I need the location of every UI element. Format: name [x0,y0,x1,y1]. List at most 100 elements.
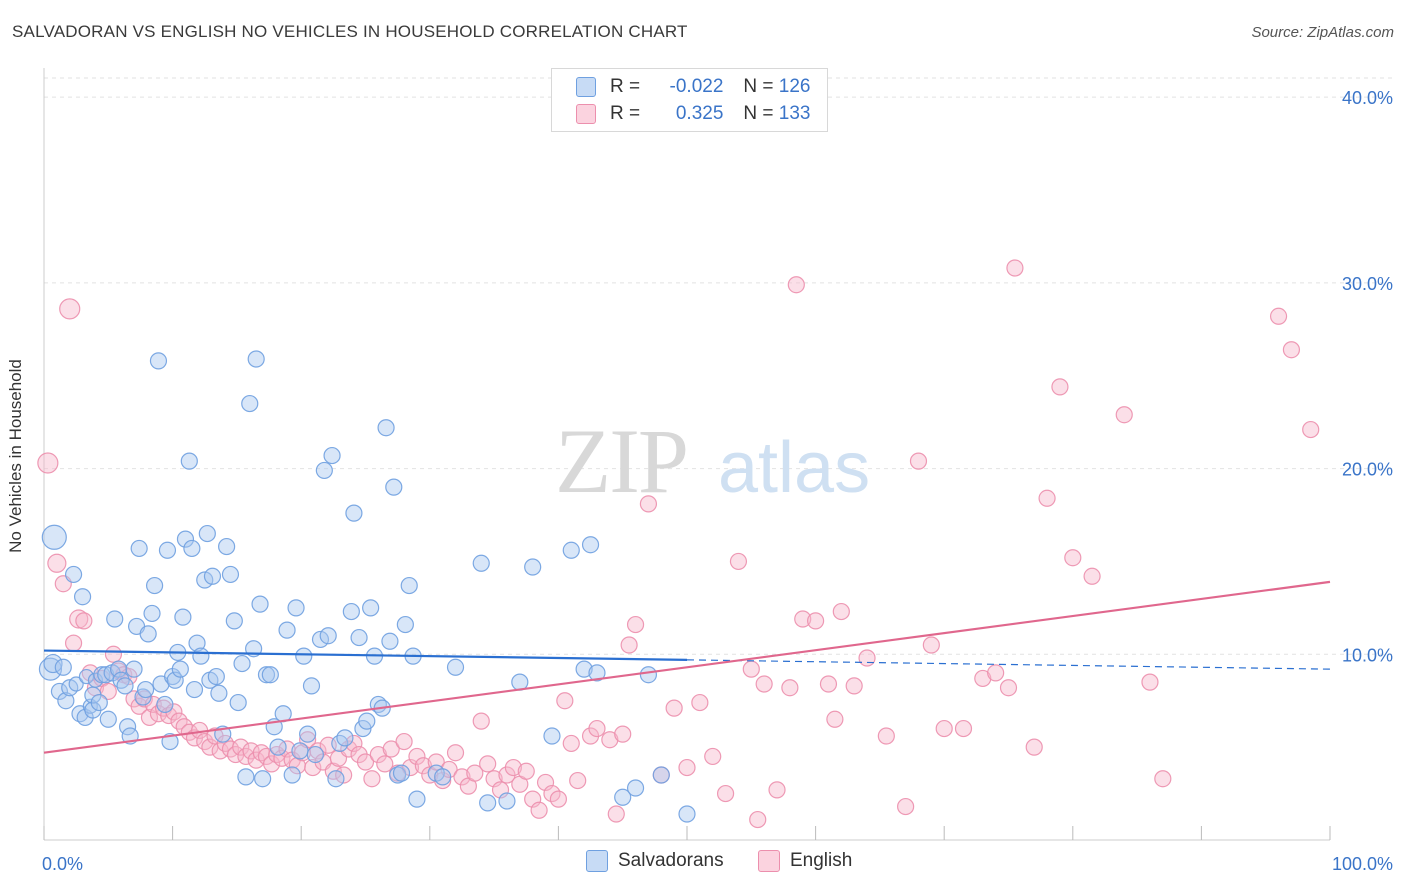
data-point-salvadorans [278,621,296,639]
legend-swatch-salvadorans [576,77,596,97]
data-point-salvadorans [99,710,117,728]
data-point-salvadorans [392,764,411,782]
data-point-english [37,452,59,474]
data-point-salvadorans [241,394,259,413]
data-point-english [59,298,81,320]
data-point-salvadorans [139,625,157,643]
data-point-salvadorans [261,666,279,684]
chart-title: SALVADORAN VS ENGLISH NO VEHICLES IN HOU… [12,22,688,41]
data-point-salvadorans [145,576,164,595]
data-point-salvadorans [385,478,403,496]
data-point-english [729,552,748,571]
data-point-salvadorans [207,667,225,686]
y-axis-label: No Vehicles in Household [6,359,25,553]
data-point-english [678,758,696,777]
r-label: R = [610,103,641,124]
data-point-english [787,276,805,294]
data-point-english [104,645,123,663]
data-point-english [304,758,322,777]
trend-extension-salvadorans [686,659,1331,670]
legend-swatch-english [758,850,780,872]
data-point-salvadorans [614,788,632,806]
data-point-salvadorans [408,790,426,808]
legend-item-salvadorans: Salvadorans [586,850,724,872]
data-point-salvadorans [446,658,465,676]
data-point-english [414,757,432,775]
data-point-salvadorans [327,770,345,788]
data-point-english [620,636,638,654]
data-point-english [453,768,471,786]
data-point-english [1302,420,1320,439]
legend-label-english: English [790,850,853,871]
data-point-salvadorans [254,770,272,788]
trend-line-english [43,580,1331,754]
data-point-english [826,710,844,728]
data-point-english [1064,549,1082,567]
data-point-salvadorans [581,536,600,554]
data-point-salvadorans [283,766,301,784]
data-point-english [1083,567,1101,585]
data-point-salvadorans [198,524,216,543]
data-point-salvadorans [315,461,333,480]
data-point-salvadorans [50,682,69,701]
data-point-salvadorans [345,504,363,522]
series-english [37,259,1320,829]
data-point-salvadorans [41,524,67,550]
axes [43,68,1331,841]
data-point-english [504,758,522,777]
n-label: N = [743,103,774,124]
data-point-salvadorans [377,419,395,437]
data-point-salvadorans [192,647,210,665]
data-point-salvadorans [171,660,189,678]
n-label: N = [743,76,774,97]
data-point-english [472,712,490,730]
data-point-english [909,452,928,470]
data-point-english [1006,259,1024,277]
data-point-english [47,553,67,573]
data-point-english [1051,378,1069,396]
data-point-english [806,612,825,630]
data-point-english [479,755,497,773]
n-value: 133 [778,103,811,124]
data-point-english [549,790,568,808]
data-point-english [877,727,895,745]
data-point-english [395,732,413,751]
data-point-salvadorans [626,779,645,797]
data-point-salvadorans [43,653,63,674]
data-point-salvadorans [225,612,243,630]
data-point-salvadorans [543,727,561,745]
data-point-salvadorans [362,599,380,617]
data-point-salvadorans [269,738,287,756]
data-point-salvadorans [229,693,247,712]
watermark-zip: ZIP [555,410,687,512]
data-point-salvadorans [54,658,72,676]
data-point-english [794,610,812,628]
data-point-english [704,747,722,766]
data-point-salvadorans [247,350,265,368]
data-point-english [974,669,992,688]
data-point-salvadorans [396,615,414,634]
data-point-salvadorans [479,794,497,812]
data-point-salvadorans [295,647,313,665]
legend-series: Salvadorans English [0,850,1406,878]
data-point-salvadorans [287,599,305,617]
y-tick-label: 40.0% [1342,88,1393,108]
data-point-english [749,810,767,829]
data-point-salvadorans [323,446,341,465]
legend-label-salvadorans: Salvadorans [618,850,724,871]
data-point-salvadorans [350,628,368,647]
y-tick-label: 30.0% [1342,274,1393,294]
data-point-english [858,649,876,667]
data-point-salvadorans [64,565,83,584]
data-point-english [382,740,400,758]
data-point-english [1154,770,1172,788]
watermark: ZIP atlas [555,410,870,512]
data-point-salvadorans [176,530,195,548]
data-point-salvadorans [68,676,84,692]
data-point-english [345,734,363,753]
legend-row-salvadorans: R = -0.022 N = 126 [576,74,810,100]
data-point-english [607,805,625,823]
x-tick-label: 100.0% [1332,854,1393,874]
data-point-english [588,719,606,738]
data-point-salvadorans [336,729,354,747]
